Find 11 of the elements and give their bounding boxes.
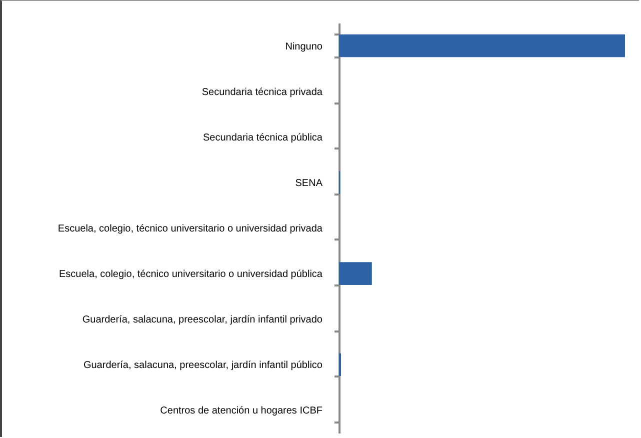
bar (339, 262, 372, 285)
bar (339, 34, 625, 58)
y-tick-label: Escuela, colegio, técnico universitario o universidad privada (58, 224, 323, 234)
y-tick-label: Guardería, salacuna, preescolar, jardín infantil público (83, 360, 323, 372)
y-tick-label: Secundaria técnica pública (202, 132, 323, 144)
y-tick-label: Centros de atención u hogares ICBF (160, 406, 322, 417)
y-tick-label: Secundaria técnica privada (202, 86, 323, 98)
y-tick-label: Guardería, salacuna, preescolar, jardín infantil privado (82, 314, 323, 326)
y-tick-label: Ninguno (285, 41, 323, 52)
y-tick-label: Escuela, colegio, técnico universitario o universidad pública (59, 269, 323, 280)
y-tick-label: SENA (295, 178, 323, 189)
